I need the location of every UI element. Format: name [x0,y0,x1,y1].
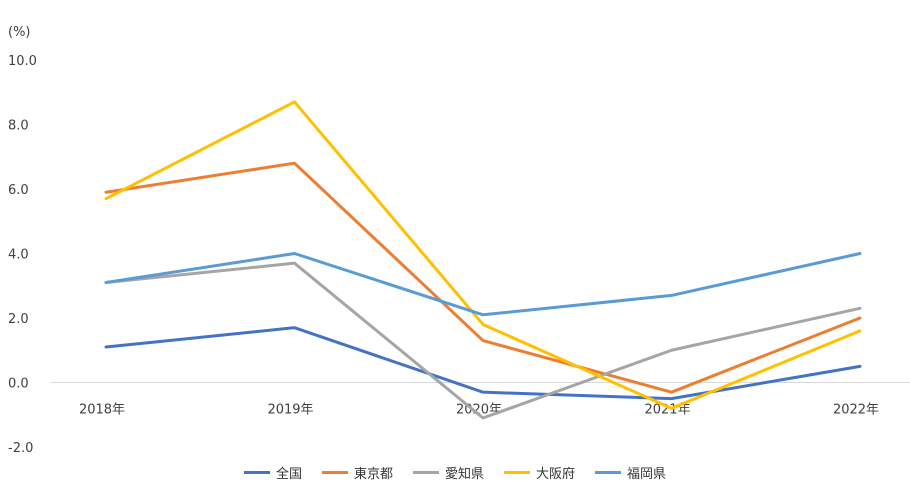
x-tick-label: 2019年 [267,403,313,418]
series-line-0 [104,326,862,401]
y-tick-label: 10.0 [8,54,37,69]
y-tick-label: 6.0 [8,183,29,198]
legend-item: 愛知県 [412,463,484,482]
legend-label: 大阪府 [536,466,576,482]
x-axis-ticks: 2018年 2019年 2020年 2021年 2022年 [79,403,879,418]
legend-label: 福岡県 [627,466,667,482]
legend-label: 全国 [275,466,302,482]
legend-swatch [243,470,270,474]
x-tick-label: 2022年 [833,403,879,418]
y-axis-unit-label: (%) [8,25,31,40]
legend-swatch [504,470,530,474]
y-tick-label: -2.0 [8,441,33,456]
legend-label: 愛知県 [444,466,484,482]
y-tick-label: 2.0 [8,312,29,327]
legend-label: 東京都 [353,466,393,482]
series-lines [104,100,862,420]
x-tick-label: 2018年 [79,403,125,418]
y-tick-label: 8.0 [8,119,29,134]
series-line-4 [104,252,862,317]
legend: 全国 東京都 愛知県 大阪府 福岡県 [0,462,910,482]
legend-item: 福岡県 [595,463,666,482]
legend-swatch [412,470,439,474]
legend-swatch [321,470,348,474]
y-axis-ticks: -2.0 0.0 2.0 4.0 6.0 8.0 10.0 [8,54,37,456]
legend-item: 大阪府 [504,463,575,482]
legend-swatch [595,470,622,474]
series-line-1 [104,161,862,394]
y-tick-label: 4.0 [8,248,29,263]
y-tick-label: 0.0 [8,377,29,392]
legend-item: 東京都 [321,463,393,482]
series-line-3 [104,100,862,410]
series-line-2 [104,261,862,420]
legend-item: 全国 [243,463,302,482]
